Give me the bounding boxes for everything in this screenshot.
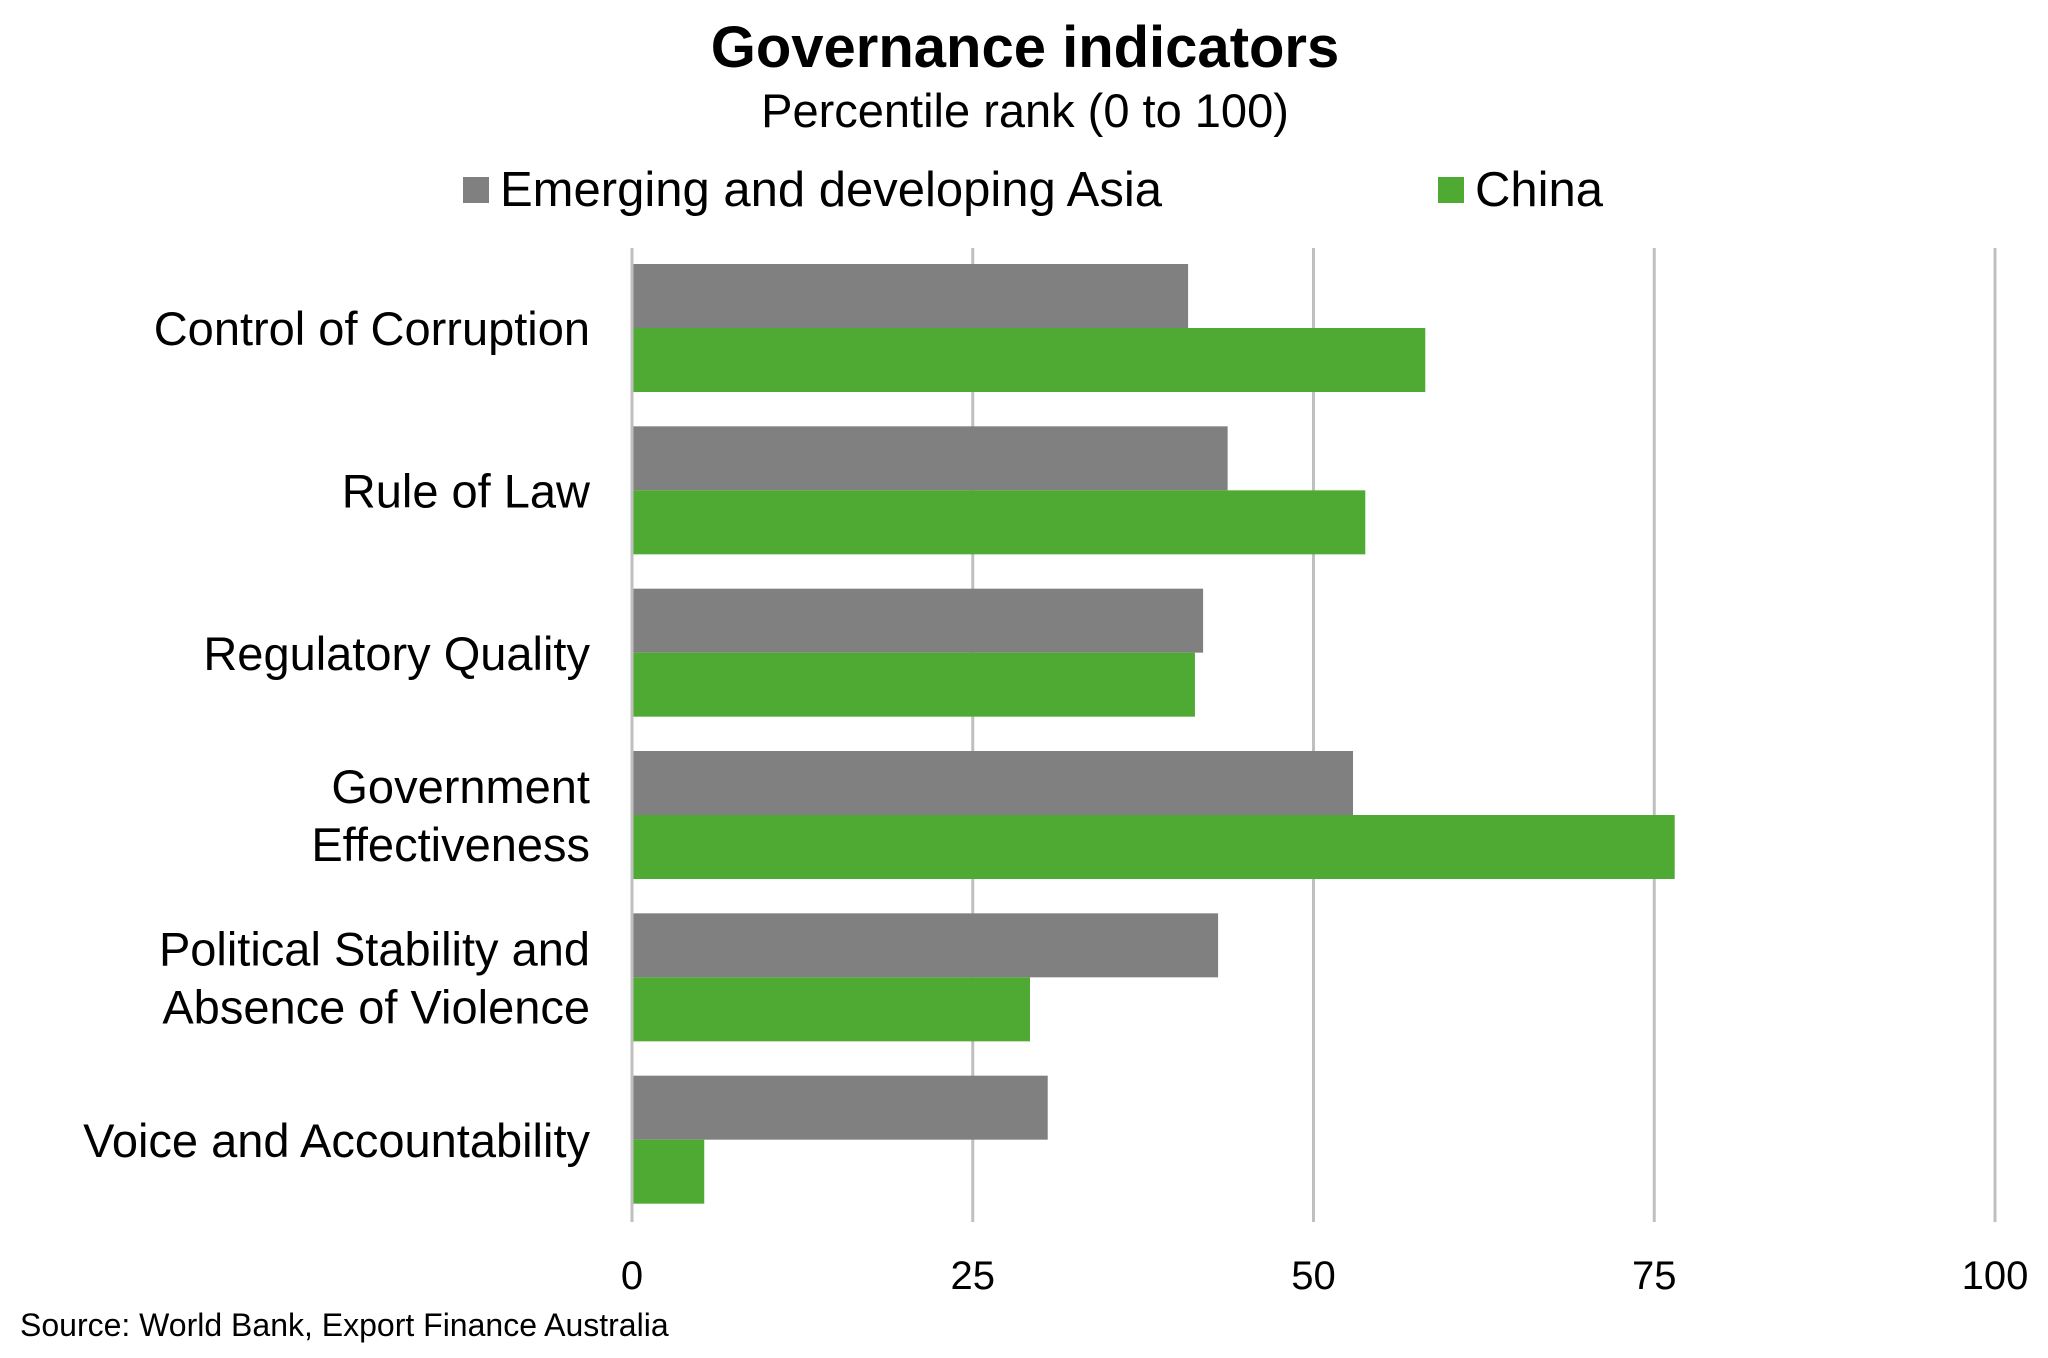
category-label-line: Voice and Accountability [83, 1114, 590, 1167]
x-tick-label-25: 25 [951, 1254, 996, 1298]
bar-china-1 [632, 490, 1366, 555]
legend-label-china: China [1475, 163, 1604, 217]
legend: Emerging and developing Asia China [463, 163, 1604, 217]
bars [632, 264, 1675, 1204]
category-label-4: Political Stability and Absence of Violen… [159, 923, 590, 1034]
category-labels: Control of Corruption Rule of Law Regulato… [83, 302, 591, 1167]
category-label-line: Government [331, 760, 590, 813]
source-note: Source: World Bank, Export Finance Austr… [20, 1307, 669, 1343]
category-label-line: Regulatory Quality [203, 627, 590, 680]
x-tick-labels: 0 25 50 75 100 [621, 1254, 2029, 1298]
category-label-line: Political Stability and [159, 923, 590, 976]
category-label-3: Government Effectiveness [311, 760, 590, 871]
legend-swatch-china [1438, 177, 1464, 203]
bar-china-5 [632, 1139, 705, 1204]
bar-asia-5 [632, 1075, 1048, 1140]
category-label-line: Effectiveness [311, 818, 590, 871]
chart-subtitle: Percentile rank (0 to 100) [761, 84, 1289, 137]
category-label-1: Rule of Law [342, 465, 591, 518]
category-label-line: Absence of Violence [162, 981, 590, 1034]
bar-asia-0 [632, 264, 1189, 328]
chart-title: Governance indicators [711, 15, 1340, 80]
bar-asia-4 [632, 913, 1219, 978]
category-label-2: Regulatory Quality [203, 627, 590, 680]
bar-asia-3 [632, 751, 1354, 815]
gridlines [971, 248, 1997, 1222]
x-tick-label-0: 0 [621, 1254, 643, 1298]
category-label-line: Rule of Law [342, 465, 591, 518]
bar-china-2 [632, 652, 1195, 717]
bar-china-4 [632, 977, 1030, 1042]
category-label-5: Voice and Accountability [83, 1114, 590, 1167]
category-label-line: Control of Corruption [154, 302, 590, 355]
x-tick-label-50: 50 [1291, 1254, 1336, 1298]
bar-china-3 [632, 815, 1675, 879]
x-tick-label-100: 100 [1962, 1254, 2029, 1298]
legend-label-asia: Emerging and developing Asia [500, 163, 1163, 217]
legend-swatch-asia [463, 177, 489, 203]
bar-asia-2 [632, 588, 1204, 653]
x-tick-label-75: 75 [1632, 1254, 1677, 1298]
category-label-0: Control of Corruption [154, 302, 590, 355]
bar-china-0 [632, 328, 1426, 392]
bar-asia-1 [632, 426, 1228, 491]
